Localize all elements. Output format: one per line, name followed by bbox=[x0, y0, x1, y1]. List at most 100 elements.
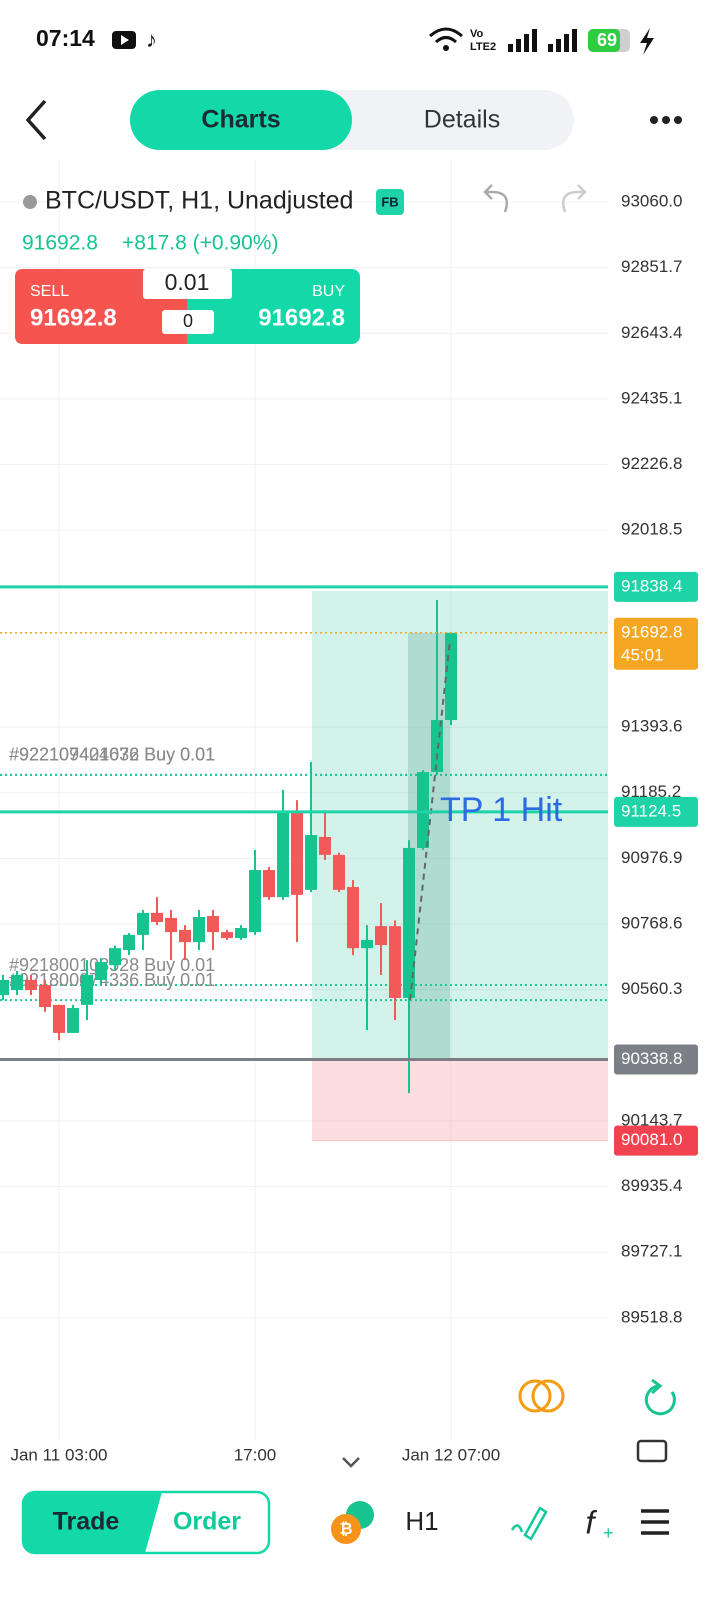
back-button[interactable] bbox=[25, 99, 47, 141]
buy-price[interactable]: 91692.8 bbox=[258, 304, 345, 331]
candle-body bbox=[319, 836, 331, 855]
status-dot bbox=[23, 195, 37, 209]
y-tick-label: 92851.7 bbox=[621, 257, 682, 276]
coin-icon-2[interactable] bbox=[531, 1379, 565, 1413]
y-tick-label: 90143.7 bbox=[621, 1110, 682, 1129]
y-tick-label: 89518.8 bbox=[621, 1307, 682, 1326]
price-tag-label: 91692.8 bbox=[621, 622, 682, 641]
draw-icon[interactable] bbox=[510, 1506, 548, 1541]
y-tick-label: 92435.1 bbox=[621, 388, 682, 407]
last-price: 91692.8 bbox=[22, 232, 98, 255]
candle-body bbox=[109, 948, 121, 966]
charging-icon bbox=[640, 28, 654, 55]
candle-body bbox=[403, 847, 415, 998]
lot-box[interactable] bbox=[143, 269, 232, 299]
order-label: #921800074336 Buy 0.01 bbox=[9, 970, 215, 990]
symbol-title: BTC/USDT, H1, Unadjusted bbox=[45, 187, 353, 215]
candle-body bbox=[417, 772, 429, 848]
countdown: 45:01 bbox=[621, 645, 664, 664]
candle-body bbox=[291, 812, 303, 895]
sell-price[interactable]: 91692.8 bbox=[30, 304, 117, 331]
y-tick-label: 92643.4 bbox=[621, 323, 682, 342]
redo-icon[interactable] bbox=[561, 184, 587, 213]
tab-active[interactable] bbox=[130, 90, 352, 150]
order-tab[interactable]: Order bbox=[173, 1508, 241, 1536]
sell-label: SELL bbox=[30, 283, 69, 300]
candle-body bbox=[67, 1008, 79, 1033]
layout-icon[interactable] bbox=[636, 1439, 668, 1463]
y-tick-label: 90976.9 bbox=[621, 848, 682, 867]
y-tick-label: 89727.1 bbox=[621, 1242, 682, 1261]
badge-bg bbox=[376, 189, 404, 215]
spread-box bbox=[162, 310, 214, 334]
undo-icon[interactable] bbox=[483, 184, 509, 213]
y-tick-label: 89935.4 bbox=[621, 1176, 682, 1195]
wifi-dot bbox=[443, 45, 449, 51]
x-tick-label: 17:00 bbox=[234, 1445, 277, 1464]
candle-body bbox=[207, 916, 219, 933]
y-tick-label: 91393.6 bbox=[621, 717, 682, 736]
profit-zone bbox=[312, 590, 608, 1060]
candle-body bbox=[151, 912, 163, 923]
signal-icons bbox=[508, 29, 577, 52]
candle-body bbox=[165, 917, 177, 933]
y-tick-label: 92018.5 bbox=[621, 520, 682, 539]
battery-level bbox=[588, 29, 620, 52]
lte-icon: LTE2 bbox=[470, 41, 496, 53]
volte-icon: Vo bbox=[470, 28, 484, 40]
loss-zone bbox=[312, 1059, 608, 1141]
candle-body bbox=[137, 912, 149, 935]
y-tick-label: 92226.8 bbox=[621, 454, 682, 473]
wifi-icon bbox=[429, 27, 463, 44]
collapse-chevron[interactable] bbox=[342, 1457, 360, 1468]
candle-body bbox=[193, 916, 205, 943]
trade-tab[interactable]: Trade bbox=[53, 1508, 120, 1536]
x-tick-label: Jan 12 07:00 bbox=[402, 1445, 500, 1464]
candle-body bbox=[431, 720, 443, 773]
bitcoin-glyph: ₿ bbox=[339, 1520, 352, 1538]
tiktok-icon: ♪ bbox=[146, 27, 157, 52]
x-tick-label: Jan 11 03:00 bbox=[10, 1445, 107, 1464]
timeframe[interactable]: H1 bbox=[405, 1506, 438, 1536]
coin-icon[interactable] bbox=[518, 1379, 552, 1413]
y-tick-label: 91185.2 bbox=[621, 782, 681, 801]
badge: FB bbox=[381, 194, 398, 209]
tab-details[interactable]: Details bbox=[424, 106, 500, 134]
candle-body bbox=[375, 926, 387, 946]
candle-body bbox=[81, 974, 93, 1005]
candle-body bbox=[39, 985, 51, 1008]
candle-body bbox=[305, 835, 317, 890]
youtube-play bbox=[121, 35, 129, 45]
menu-icon[interactable] bbox=[641, 1509, 669, 1535]
reset-icon[interactable] bbox=[644, 1378, 676, 1416]
indicator-plus: + bbox=[603, 1523, 614, 1543]
price-tag-label: 91124.5 bbox=[621, 801, 681, 820]
annotation: TP 1 Hit bbox=[440, 791, 563, 829]
trend-line bbox=[409, 639, 451, 1001]
candle-body bbox=[445, 632, 457, 721]
price-tag-label: 91838.4 bbox=[621, 576, 682, 595]
candle-body bbox=[235, 927, 247, 939]
tab-charts[interactable]: Charts bbox=[201, 106, 280, 134]
candle-body bbox=[25, 979, 37, 991]
candle-body bbox=[179, 929, 191, 943]
candle-body bbox=[0, 979, 9, 996]
lot-size[interactable]: 0.01 bbox=[165, 269, 210, 295]
candle-body bbox=[11, 974, 23, 991]
price-tag bbox=[614, 1044, 698, 1075]
bitcoin-icon[interactable] bbox=[331, 1514, 361, 1544]
candle-body bbox=[361, 939, 373, 949]
candle-body bbox=[277, 812, 289, 898]
y-tick-label: 93060.0 bbox=[621, 191, 682, 210]
price-tag-label: 90081.0 bbox=[621, 1130, 682, 1149]
price-change: +817.8 (+0.90%) bbox=[122, 232, 278, 255]
chart-area: 93060.0 92851.7 92643.4 92435.1 92226.8 92018… bbox=[0, 160, 698, 1464]
more-menu[interactable] bbox=[650, 116, 682, 124]
buy-label: BUY bbox=[312, 283, 345, 300]
order-label: #922109404672 Buy 0.01 bbox=[9, 745, 215, 765]
trade-tab-bg[interactable] bbox=[23, 1492, 162, 1553]
candle-body bbox=[53, 1004, 65, 1033]
